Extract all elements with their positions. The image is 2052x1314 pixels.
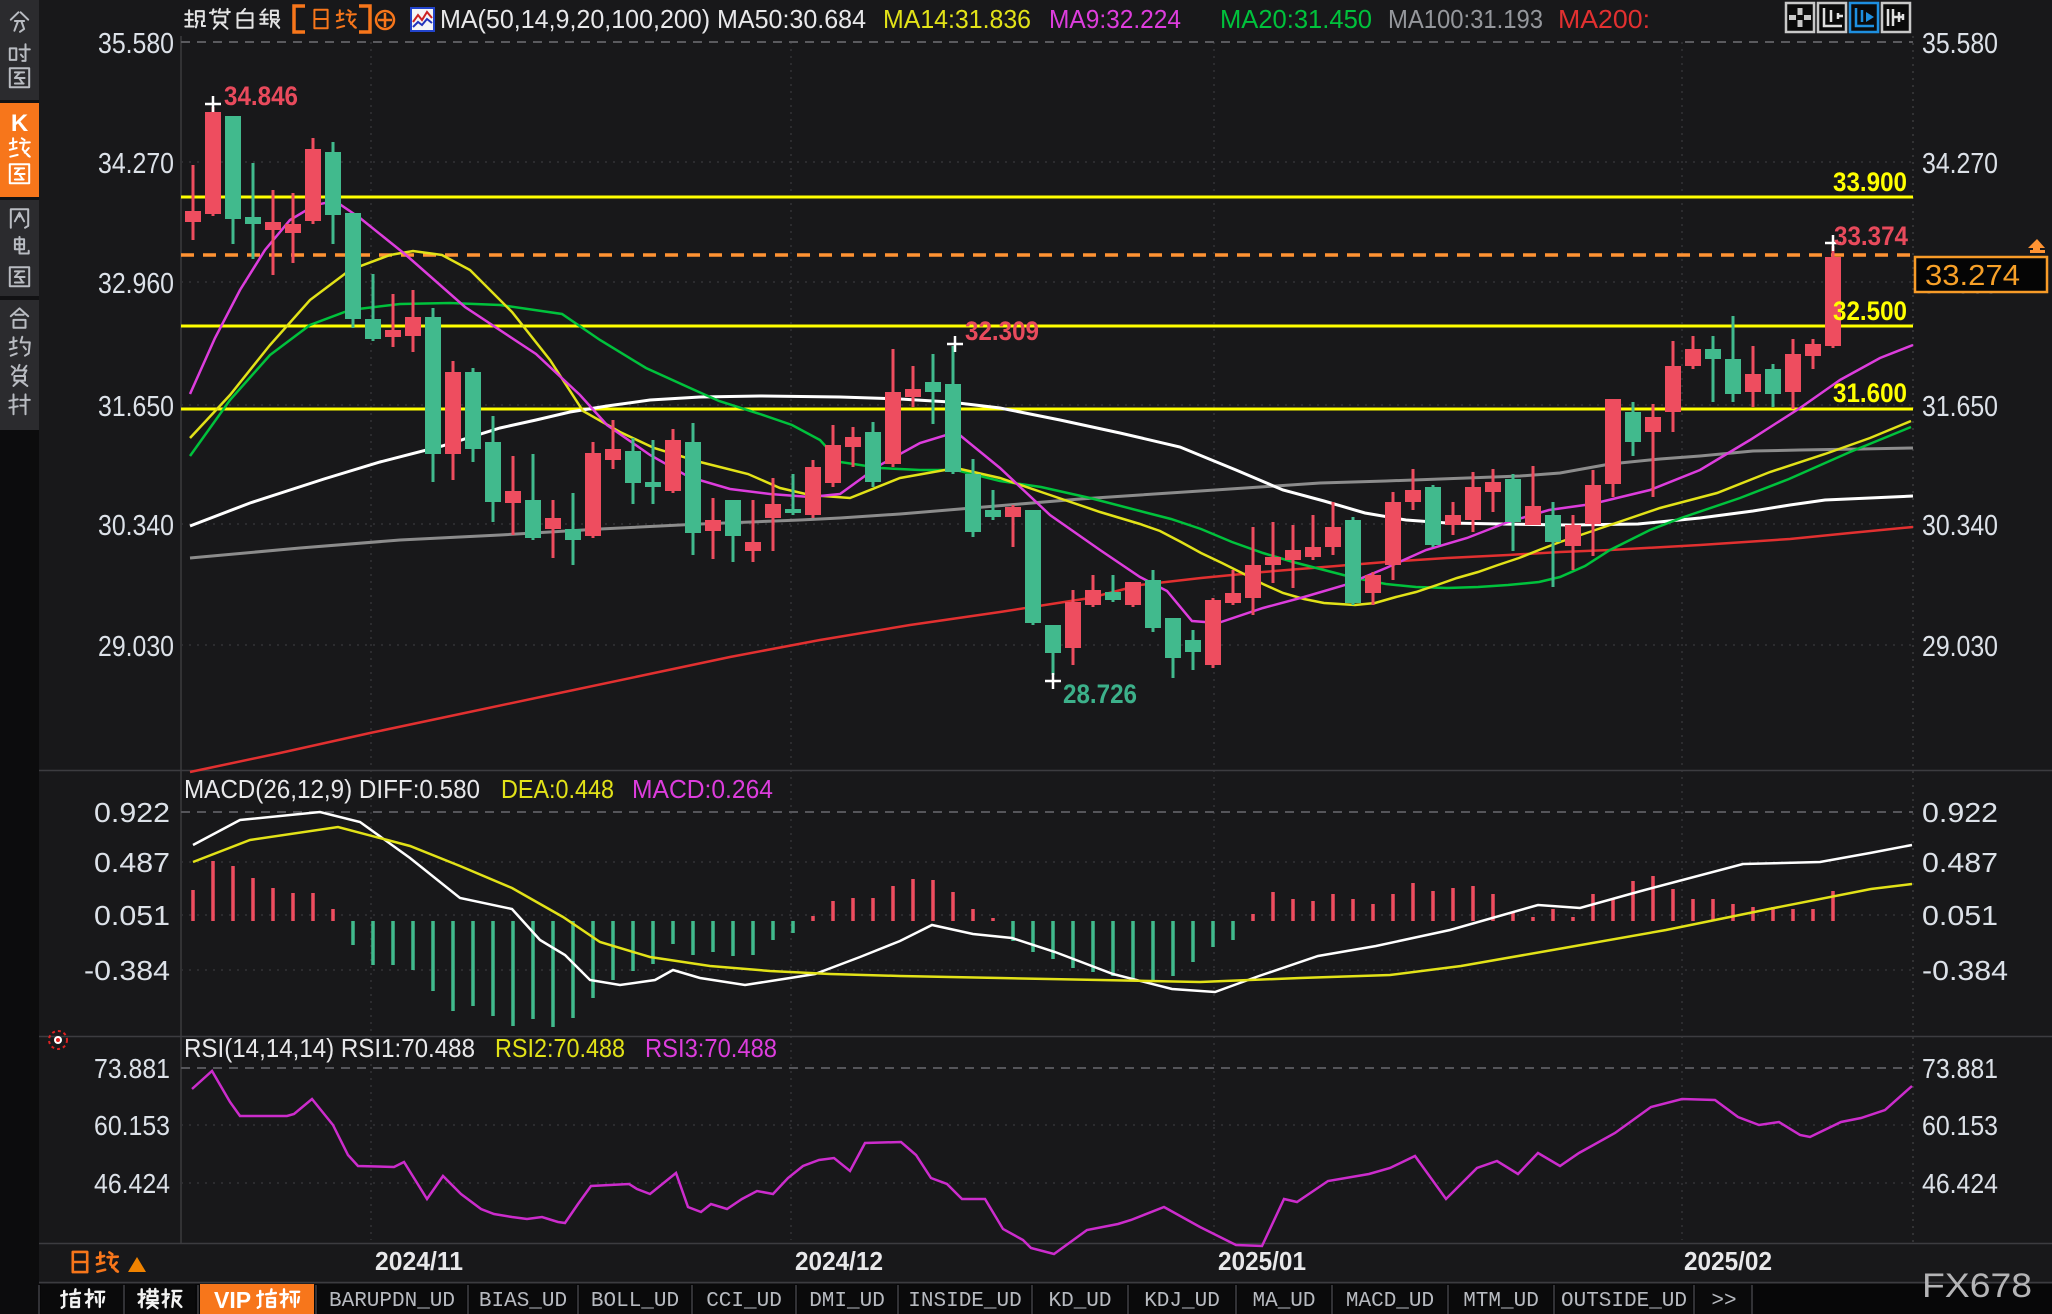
- svg-text:MA(50,14,9,20,100,200) MA50:30: MA(50,14,9,20,100,200) MA50:30.684: [440, 4, 866, 34]
- svg-text:2025/01: 2025/01: [1218, 1246, 1306, 1276]
- svg-text:30.340: 30.340: [98, 510, 174, 542]
- svg-text:29.030: 29.030: [1922, 631, 1998, 663]
- svg-text:0.922: 0.922: [94, 797, 170, 828]
- svg-text:32.960: 32.960: [98, 268, 174, 300]
- svg-text:K: K: [11, 110, 29, 137]
- svg-text:OUTSIDE_UD: OUTSIDE_UD: [1561, 1290, 1687, 1313]
- svg-text:-0.384: -0.384: [84, 955, 170, 986]
- svg-text:RSI3:70.488: RSI3:70.488: [645, 1033, 777, 1063]
- svg-text:34.270: 34.270: [98, 148, 174, 180]
- svg-text:VIP: VIP: [214, 1287, 251, 1313]
- svg-text:35.580: 35.580: [98, 28, 174, 60]
- svg-text:60.153: 60.153: [94, 1110, 170, 1141]
- svg-text:0.051: 0.051: [94, 900, 170, 931]
- svg-text:0.051: 0.051: [1922, 900, 1998, 931]
- svg-text:33.374: 33.374: [1834, 221, 1908, 251]
- svg-text:0.922: 0.922: [1922, 797, 1998, 828]
- svg-text:MA200:: MA200:: [1558, 4, 1650, 34]
- svg-text:34.270: 34.270: [1922, 148, 1998, 180]
- svg-text:BOLL_UD: BOLL_UD: [591, 1290, 679, 1313]
- svg-text:32.500: 32.500: [1833, 296, 1907, 326]
- svg-text:32.309: 32.309: [965, 316, 1039, 346]
- svg-text:46.424: 46.424: [94, 1168, 170, 1199]
- svg-text:30.340: 30.340: [1922, 510, 1998, 542]
- svg-text:CCI_UD: CCI_UD: [706, 1290, 782, 1313]
- svg-text:31.650: 31.650: [1922, 391, 1998, 423]
- svg-text:DMI_UD: DMI_UD: [809, 1290, 885, 1313]
- svg-text:MA14:31.836: MA14:31.836: [883, 4, 1031, 34]
- svg-text:MA20:31.450: MA20:31.450: [1220, 4, 1372, 34]
- svg-text:2024/11: 2024/11: [375, 1246, 463, 1276]
- svg-text:MACD(26,12,9) DIFF:0.580: MACD(26,12,9) DIFF:0.580: [184, 774, 480, 804]
- svg-text:46.424: 46.424: [1922, 1168, 1998, 1199]
- svg-text:INSIDE_UD: INSIDE_UD: [908, 1290, 1021, 1313]
- svg-text:DEA:0.448: DEA:0.448: [501, 774, 614, 804]
- svg-text:FX678: FX678: [1922, 1267, 2032, 1305]
- svg-text:60.153: 60.153: [1922, 1110, 1998, 1141]
- svg-text:MTM_UD: MTM_UD: [1463, 1290, 1539, 1313]
- svg-text:MA_UD: MA_UD: [1252, 1290, 1315, 1313]
- svg-text:28.726: 28.726: [1063, 679, 1137, 709]
- svg-text:73.881: 73.881: [1922, 1053, 1998, 1084]
- svg-text:2024/12: 2024/12: [795, 1246, 883, 1276]
- svg-text:BIAS_UD: BIAS_UD: [479, 1290, 567, 1313]
- svg-text:33.900: 33.900: [1833, 167, 1907, 197]
- svg-text:MACD_UD: MACD_UD: [1346, 1290, 1434, 1313]
- svg-text:MACD:0.264: MACD:0.264: [632, 774, 773, 804]
- svg-text:33.274: 33.274: [1925, 260, 2020, 292]
- svg-text:31.650: 31.650: [98, 391, 174, 423]
- svg-text:KDJ_UD: KDJ_UD: [1144, 1290, 1220, 1313]
- svg-text:>>: >>: [1711, 1290, 1736, 1313]
- svg-text:73.881: 73.881: [94, 1053, 170, 1084]
- svg-text:MA9:32.224: MA9:32.224: [1049, 4, 1181, 34]
- svg-text:BARUPDN_UD: BARUPDN_UD: [329, 1290, 455, 1313]
- svg-text:-0.384: -0.384: [1922, 955, 2008, 986]
- svg-text:RSI(14,14,14) RSI1:70.488: RSI(14,14,14) RSI1:70.488: [184, 1033, 475, 1063]
- svg-text:29.030: 29.030: [98, 631, 174, 663]
- svg-text:KD_UD: KD_UD: [1048, 1290, 1111, 1313]
- svg-text:31.600: 31.600: [1833, 378, 1907, 408]
- svg-text:2025/02: 2025/02: [1684, 1246, 1772, 1276]
- svg-text:MA100:31.193: MA100:31.193: [1388, 4, 1543, 34]
- svg-text:0.487: 0.487: [1922, 847, 1998, 878]
- svg-text:35.580: 35.580: [1922, 28, 1998, 60]
- svg-text:34.846: 34.846: [224, 81, 298, 111]
- svg-text:RSI2:70.488: RSI2:70.488: [495, 1033, 625, 1063]
- svg-text:0.487: 0.487: [94, 847, 170, 878]
